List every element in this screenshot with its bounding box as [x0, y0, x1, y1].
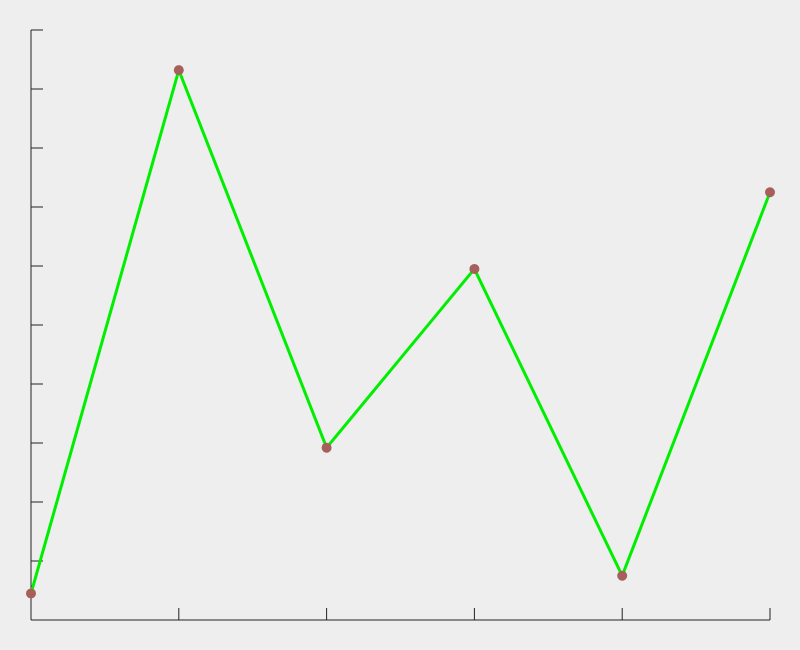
series-line	[29, 68, 772, 594]
axes	[30, 29, 771, 621]
y-ticks	[31, 29, 43, 621]
x-ticks	[30, 608, 771, 620]
data-point	[26, 588, 36, 599]
plot-area	[26, 65, 775, 599]
data-point	[469, 263, 480, 274]
data-point	[765, 187, 775, 198]
data-point	[617, 570, 628, 581]
data-point	[321, 442, 332, 453]
data-point	[173, 65, 184, 76]
